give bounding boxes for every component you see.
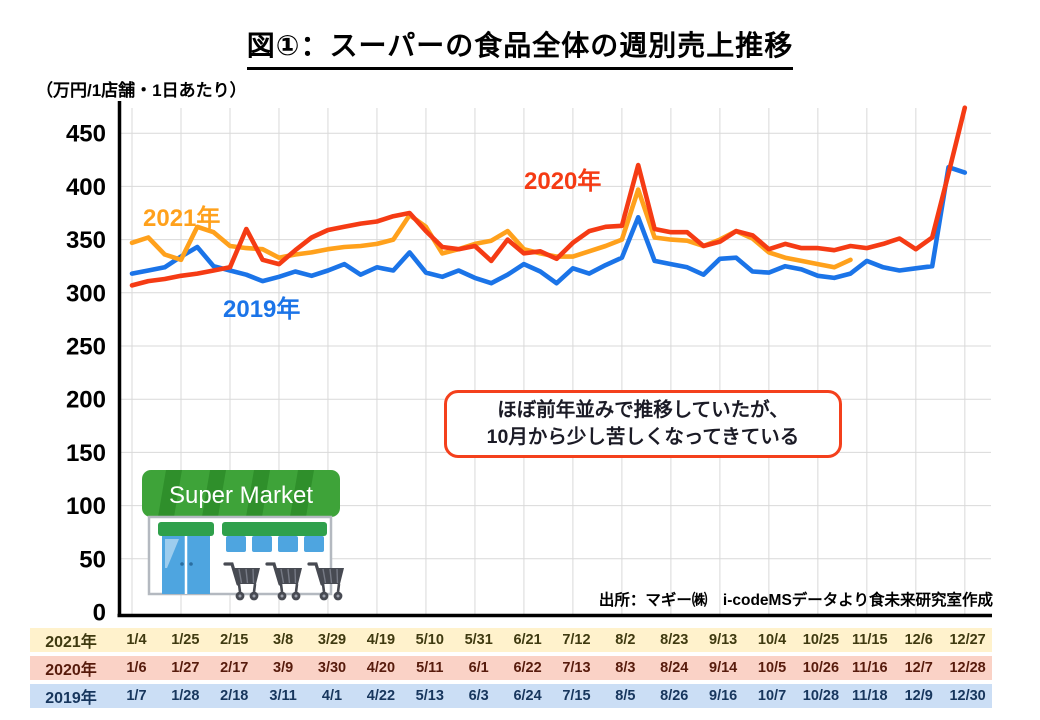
window [278, 536, 298, 552]
date-cell: 5/13 [415, 688, 444, 704]
date-cell: 1/7 [126, 688, 147, 704]
series-label-2021: 2021年 [143, 205, 221, 232]
y-tick-label: 450 [66, 121, 106, 148]
series-line-2019 [129, 164, 968, 286]
date-cell: 3/30 [317, 660, 347, 676]
date-cell: 11/15 [852, 632, 888, 648]
date-cell: 12/6 [904, 632, 933, 648]
date-cell: 1/28 [171, 688, 200, 704]
date-cell: 2/15 [220, 632, 249, 648]
date-cell: 3/29 [317, 632, 347, 648]
date-cell: 8/26 [660, 688, 689, 704]
series-line-2021 [129, 187, 853, 270]
date-cell: 12/27 [949, 632, 986, 648]
window [252, 536, 272, 552]
y-tick-label: 350 [66, 227, 106, 254]
y-tick-label: 200 [66, 387, 106, 414]
date-cell: 12/30 [949, 688, 986, 704]
date-cell: 4/22 [366, 688, 396, 704]
annotation-callout: ほぼ前年並みで推移していたが、 10月から少し苦しくなってきている [444, 390, 842, 458]
annotation-line-1: ほぼ前年並みで推移していたが、 [497, 399, 789, 421]
date-row-2020: 2020年 1/6 1/27 2/17 3/9 3/30 4/20 5/11 6/1 6/22 7/… [30, 656, 992, 680]
year-label: 2020年 [45, 662, 97, 679]
date-cell: 4/19 [366, 632, 396, 648]
date-cell: 2/18 [220, 688, 249, 704]
date-cell: 8/24 [660, 660, 689, 676]
annotation-line-2: 10月から少し苦しくなってきている [486, 426, 800, 448]
date-cell: 10/26 [802, 660, 840, 676]
date-cell: 1/27 [171, 660, 200, 676]
date-cell: 11/16 [852, 660, 888, 676]
date-cell: 8/3 [615, 660, 636, 676]
year-label: 2019年 [45, 690, 97, 707]
date-cell: 4/1 [321, 688, 343, 704]
date-cell: 8/5 [615, 688, 636, 704]
date-cell: 10/7 [757, 688, 787, 704]
y-tick-label: 400 [66, 174, 106, 201]
date-cell: 10/5 [757, 660, 787, 676]
date-cell: 11/18 [852, 688, 888, 704]
date-cell: 12/9 [904, 688, 933, 704]
series-label-2019: 2019年 [223, 296, 301, 323]
date-cell: 5/31 [464, 632, 493, 648]
date-cell: 6/22 [513, 660, 542, 676]
date-cell: 2/17 [220, 660, 249, 676]
date-cell: 9/14 [709, 660, 738, 676]
date-cell: 7/12 [562, 632, 591, 648]
date-cell: 3/8 [273, 632, 294, 648]
date-cell: 10/28 [802, 688, 840, 704]
date-cell: 6/3 [468, 688, 489, 704]
series-line-2020 [129, 105, 968, 288]
date-cell: 7/15 [562, 688, 591, 704]
date-cell: 3/9 [273, 660, 294, 676]
series-label-2020: 2020年 [524, 168, 602, 195]
date-cell: 6/24 [513, 688, 542, 704]
date-cell: 7/13 [562, 660, 591, 676]
date-cell: 6/1 [468, 660, 489, 676]
page-title-text: 図①：スーパーの食品全体の週別売上推移 [246, 24, 794, 70]
y-tick-label: 50 [79, 546, 106, 573]
y-tick-label: 300 [66, 280, 106, 307]
date-cell: 1/4 [126, 632, 147, 648]
door-awning [158, 522, 214, 536]
date-cell: 6/21 [513, 632, 542, 648]
supermarket-illustration: Super Market [142, 470, 346, 603]
y-tick-label: 150 [66, 440, 106, 467]
y-tick-label: 250 [66, 334, 106, 361]
year-label: 2021年 [45, 634, 97, 651]
date-cell: 12/7 [904, 660, 933, 676]
window [304, 536, 324, 552]
source-note: 出所：マギー㈱ i-codeMSデータより食未来研究室作成 [598, 592, 993, 609]
date-cell: 3/11 [269, 688, 297, 704]
supermarket-building [147, 515, 333, 596]
date-row-2021: 2021年 1/4 1/25 2/15 3/8 3/29 4/19 5/10 5/31 6/21 7… [30, 628, 992, 652]
page-title: 図①：スーパーの食品全体の週別売上推移 [0, 24, 1040, 70]
window [226, 536, 246, 552]
date-cell: 1/6 [126, 660, 147, 676]
date-cell: 9/16 [709, 688, 738, 704]
supermarket-sign: Super Market [142, 470, 340, 517]
date-cell: 10/25 [802, 632, 840, 648]
y-tick-label: 100 [66, 493, 106, 520]
date-row-2019: 2019年 1/7 1/28 2/18 3/11 4/1 4/22 5/13 6/3 6/24 7/… [30, 684, 992, 708]
date-cell: 8/2 [615, 632, 636, 648]
date-cell: 10/4 [757, 632, 787, 648]
date-cell: 9/13 [709, 632, 738, 648]
y-tick-label: 0 [93, 600, 106, 627]
date-cell: 5/11 [416, 660, 444, 676]
window-awning [222, 522, 327, 536]
date-cell: 8/23 [660, 632, 689, 648]
y-axis-unit-label: （万円/1店舗・1日あたり） [36, 81, 247, 100]
supermarket-sign-text: Super Market [169, 482, 313, 509]
date-cell: 1/25 [171, 632, 200, 648]
date-cell: 5/10 [415, 632, 444, 648]
date-cell: 12/28 [949, 660, 986, 676]
date-cell: 4/20 [366, 660, 396, 676]
